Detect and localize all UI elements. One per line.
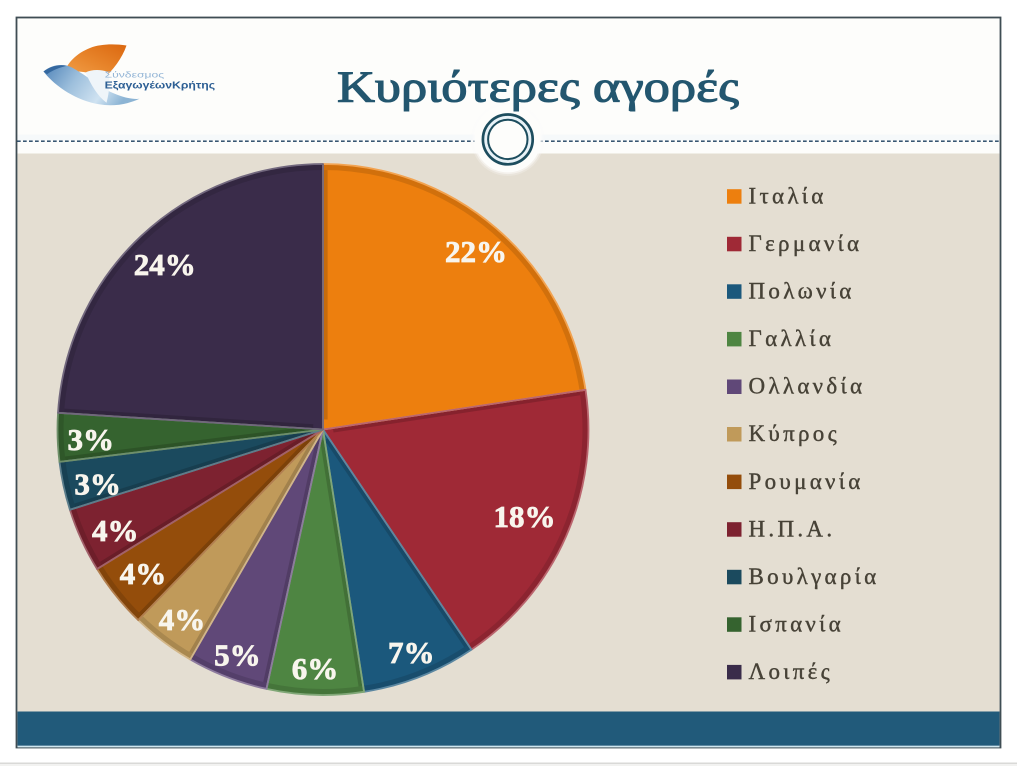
svg-text:3%: 3%	[68, 422, 115, 457]
svg-text:4%: 4%	[92, 513, 139, 548]
svg-text:Κύπρος: Κύπρος	[749, 421, 841, 446]
svg-text:Λοιπές: Λοιπές	[749, 659, 834, 684]
svg-text:Πολωνία: Πολωνία	[749, 279, 855, 304]
svg-text:7%: 7%	[388, 635, 435, 670]
svg-text:6%: 6%	[292, 651, 339, 686]
svg-text:Σύνδεσμος: Σύνδεσμος	[105, 71, 165, 80]
svg-text:18%: 18%	[494, 499, 556, 534]
svg-text:Ισπανία: Ισπανία	[749, 612, 844, 637]
svg-text:Η.Π.Α.: Η.Π.Α.	[749, 516, 836, 541]
svg-text:Βουλγαρία: Βουλγαρία	[749, 564, 880, 589]
svg-text:4%: 4%	[120, 556, 167, 591]
svg-text:Ρουμανία: Ρουμανία	[749, 469, 864, 494]
svg-text:5%: 5%	[214, 638, 261, 673]
svg-text:3%: 3%	[74, 467, 121, 502]
svg-text:24%: 24%	[134, 247, 196, 282]
svg-text:Ιταλία: Ιταλία	[749, 183, 827, 208]
svg-text:Κυριότερες αγορές: Κυριότερες αγορές	[337, 62, 739, 111]
svg-text:Ολλανδία: Ολλανδία	[749, 374, 866, 399]
svg-text:ΕξαγωγέωνΚρήτης: ΕξαγωγέωνΚρήτης	[105, 81, 215, 92]
svg-text:4%: 4%	[159, 602, 206, 637]
svg-text:Γερμανία: Γερμανία	[749, 231, 863, 256]
svg-text:22%: 22%	[445, 234, 507, 269]
svg-text:Γαλλία: Γαλλία	[749, 326, 835, 351]
